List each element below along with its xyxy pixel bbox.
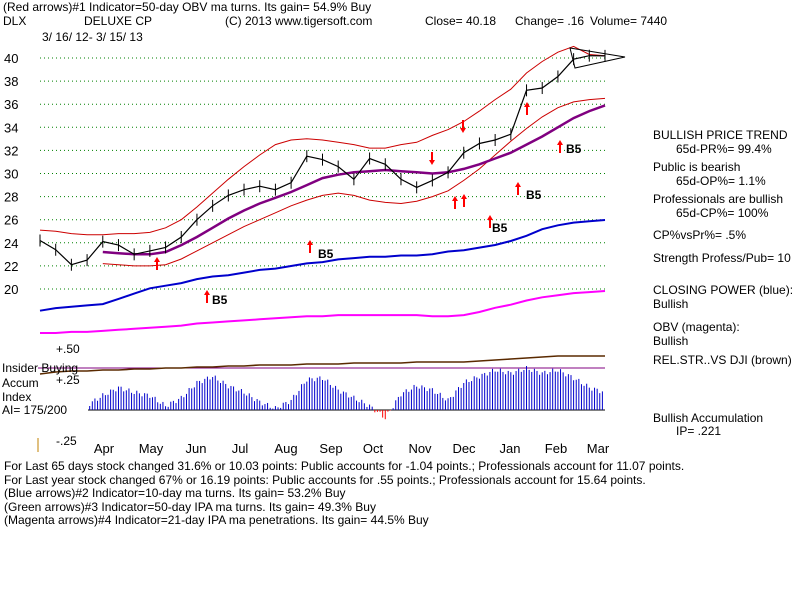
closing-power-title: CLOSING POWER (blue): (653, 283, 794, 297)
index-label: Index (2, 390, 32, 404)
footer-line3: (Blue arrows)#2 Indicator=10-day ma turn… (4, 486, 346, 500)
price-line (39, 55, 606, 266)
relstr-title: REL.STR..VS DJI (brown) (653, 353, 792, 367)
change-value: Change= .16 (515, 14, 585, 28)
minus25-label: -.25 (56, 434, 77, 448)
op-value: 65d-OP%= 1.1% (676, 174, 766, 188)
footer-line1: For Last 65 days stock changed 31.6% or … (4, 459, 685, 473)
x-tick-label: Mar (587, 441, 610, 456)
ticker-label: DLX (3, 14, 27, 28)
axes (37, 367, 605, 452)
y-tick-label: 36 (4, 97, 18, 112)
x-tick-label: Nov (408, 441, 432, 456)
x-tick-labels: Apr May Jun Jul Aug Sep Oct Nov Dec Jan Feb Mar (94, 441, 610, 456)
header-line1: (Red arrows)#1 Indicator=50-day OBV ma t… (3, 0, 372, 14)
insider-label: Insider Buying (2, 361, 79, 375)
red-down-arrow (460, 120, 466, 133)
obv-title: OBV (magenta): (653, 320, 740, 334)
annotations: B5 B5 B5 B5 B5 (154, 47, 626, 307)
volume-value: Volume= 7440 (590, 14, 668, 28)
y-tick-label: 20 (4, 282, 18, 297)
ai-label: AI= 175/200 (2, 403, 68, 417)
x-tick-label: Jun (186, 441, 207, 456)
close-price: Close= 40.18 (425, 14, 497, 28)
y-tick-label: 26 (4, 213, 18, 228)
lower-band-line (102, 97, 606, 267)
x-tick-label: Feb (545, 441, 567, 456)
b5-label: B5 (492, 221, 508, 235)
x-tick-label: Oct (363, 441, 384, 456)
plus25-label: +.25 (56, 373, 80, 387)
pros-title: Professionals are bullish (653, 192, 784, 206)
obv-line (40, 290, 606, 334)
copyright-text: (C) 2013 www.tigersoft.com (225, 14, 373, 28)
cp-value: 65d-CP%= 100% (676, 206, 769, 220)
x-tick-label: Sep (319, 441, 342, 456)
red-up-arrow (557, 140, 563, 153)
x-tick-label: May (139, 441, 164, 456)
b5-label: B5 (212, 293, 228, 307)
closing-power-line (39, 219, 606, 312)
accum-label: Accum (2, 376, 39, 390)
footer-line5: (Magenta arrows)#4 Indicator=21-day IPA … (4, 513, 429, 527)
red-up-arrow (487, 215, 493, 228)
red-down-arrow (429, 152, 435, 165)
triangle-pattern (569, 47, 626, 69)
closing-power-value: Bullish (653, 297, 689, 311)
red-up-arrow (461, 194, 467, 207)
strength-value: Strength Profess/Pub= 10 (653, 251, 791, 265)
y-tick-label: 38 (4, 74, 18, 89)
b5-label: B5 (526, 188, 542, 202)
obv-value: Bullish (653, 334, 689, 348)
footer-line4: (Green arrows)#3 Indicator=50-day IPA ma… (4, 500, 376, 514)
ip-value: IP= .221 (676, 424, 722, 438)
cpvspr-value: CP%vsPr%= .5% (653, 228, 747, 242)
y-tick-label: 30 (4, 167, 18, 182)
x-tick-label: Jul (232, 441, 249, 456)
y-tick-label: 24 (4, 236, 18, 251)
x-tick-label: Apr (94, 441, 115, 456)
red-up-arrow (452, 196, 458, 209)
relstr-line (39, 355, 605, 375)
trend-title: BULLISH PRICE TREND (653, 128, 788, 142)
y-tick-label: 28 (4, 190, 18, 205)
series-lines (39, 45, 606, 375)
accum-title: Bullish Accumulation (653, 411, 764, 425)
public-title: Public is bearish (653, 160, 741, 174)
red-up-arrow (515, 182, 521, 195)
accum-index-bars (89, 366, 603, 420)
y-tick-label: 40 (4, 51, 18, 66)
ma50-line (102, 104, 606, 256)
y-tick-label: 32 (4, 143, 18, 158)
b5-label: B5 (318, 247, 334, 261)
company-name: DELUXE CP (84, 14, 153, 28)
date-range: 3/ 16/ 12- 3/ 15/ 13 (42, 30, 143, 44)
y-tick-label: 34 (4, 120, 18, 135)
red-up-arrow (154, 257, 160, 270)
y-tick-label: 22 (4, 259, 18, 274)
y-tick-labels: 20 22 24 26 28 30 32 34 36 38 40 (4, 51, 18, 297)
red-up-arrow (524, 102, 530, 115)
x-tick-label: Dec (452, 441, 476, 456)
upper-band-line (39, 45, 606, 236)
plus50-label: +.50 (56, 342, 80, 356)
b5-label: B5 (566, 142, 582, 156)
red-up-arrow (204, 290, 210, 303)
footer-line2: For Last year stock changed 67% or 16.19… (4, 473, 646, 487)
pr-value: 65d-PR%= 99.4% (676, 142, 772, 156)
x-tick-label: Jan (500, 441, 521, 456)
x-tick-label: Aug (274, 441, 297, 456)
red-up-arrow (307, 240, 313, 253)
